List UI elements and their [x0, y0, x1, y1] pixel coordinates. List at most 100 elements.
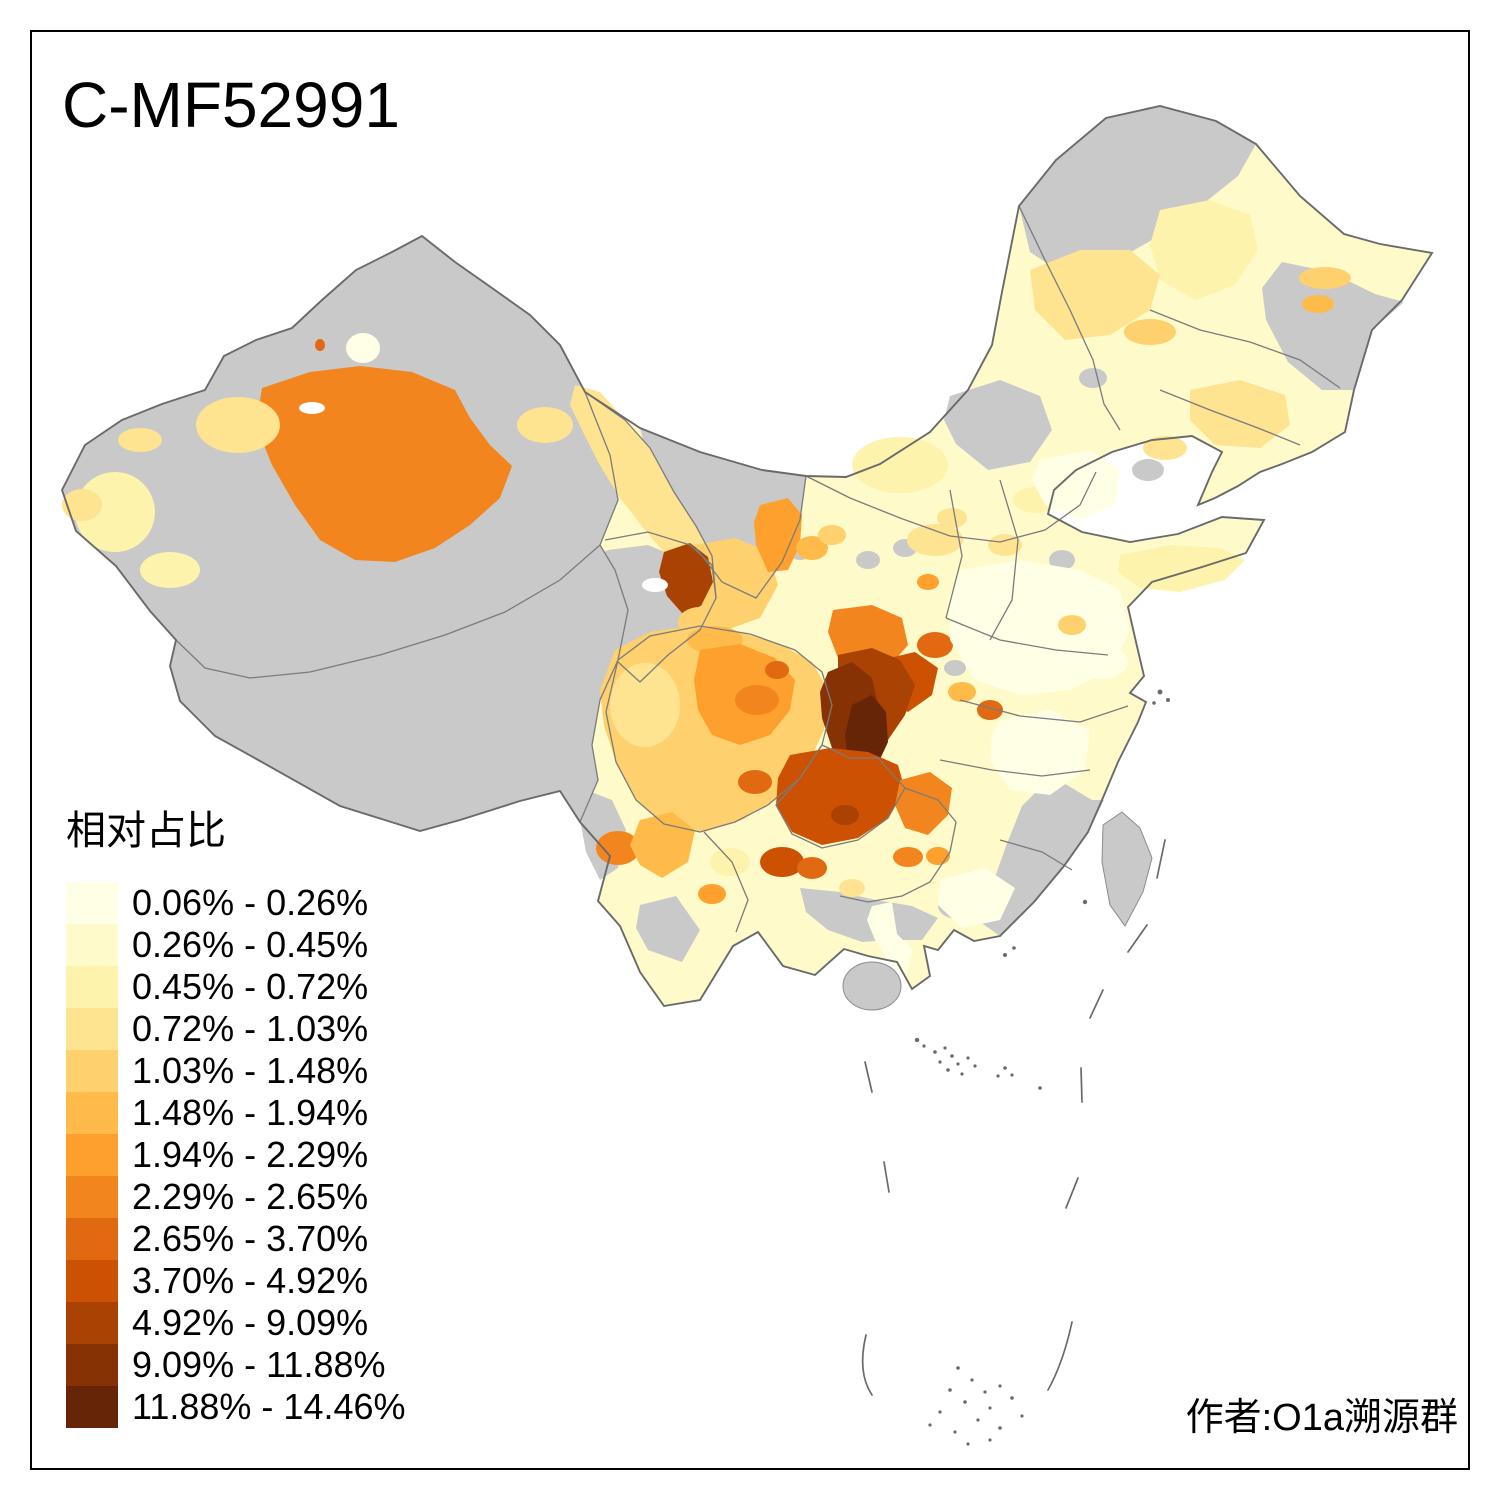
- legend-item: 0.26% - 0.45%: [66, 924, 406, 966]
- region-leizhou-cream: [867, 902, 913, 978]
- region-xinjiang-dot: [315, 339, 325, 351]
- gray-patch: [1079, 368, 1107, 388]
- region-sichuan-spot: [765, 661, 789, 679]
- gray-region-south-yunnan: [636, 896, 700, 962]
- gray-patch: [1049, 550, 1075, 570]
- region-guangxi-w: [839, 879, 865, 897]
- gray-patch: [1163, 184, 1181, 196]
- legend-swatch: [66, 1218, 118, 1260]
- legend-item: 3.70% - 4.92%: [66, 1260, 406, 1302]
- region-hami: [517, 407, 573, 443]
- region-yunnan-se: [698, 884, 726, 904]
- legend-item: 9.09% - 11.88%: [66, 1344, 406, 1386]
- legend-swatch: [66, 1092, 118, 1134]
- gray-region-tibet: [170, 545, 628, 831]
- region-zunyi-guiyang: [776, 748, 905, 845]
- legend-label: 0.26% - 0.45%: [132, 924, 369, 965]
- legend-label: 9.09% - 11.88%: [132, 1344, 386, 1385]
- legend-swatch: [66, 1134, 118, 1176]
- region-yunnan-mid: [630, 812, 695, 878]
- legend-label: 1.94% - 2.29%: [132, 1134, 369, 1175]
- region-ordos: [907, 524, 963, 556]
- gray-region-north-inner-mongolia: [1019, 106, 1256, 272]
- legend-label: 2.29% - 2.65%: [132, 1176, 369, 1217]
- gray-region-hainan: [842, 961, 902, 1011]
- bosten-lake: [299, 402, 325, 414]
- choropleth-patches: [62, 200, 1351, 978]
- region-garze: [610, 663, 680, 747]
- legend-label: 0.06% - 0.26%: [132, 882, 369, 923]
- legend-label: 1.48% - 1.94%: [132, 1092, 369, 1133]
- region-ncp-cream: [1032, 450, 1120, 520]
- legend-item: 0.45% - 0.72%: [66, 966, 406, 1008]
- region-nmg-mid: [852, 437, 948, 493]
- gray-patch: [1132, 459, 1164, 481]
- region-hubei-mid: [948, 682, 976, 702]
- region-heilongjiang-w: [1030, 250, 1160, 340]
- legend-item: 4.92% - 9.09%: [66, 1302, 406, 1344]
- region-guizhou-se: [831, 805, 859, 825]
- gray-region-fujian: [980, 782, 1104, 936]
- region-hunan-s: [926, 847, 950, 865]
- legend-item: 11.88% - 14.46%: [66, 1386, 406, 1428]
- region-aksu: [196, 397, 280, 453]
- gray-patch: [856, 551, 880, 569]
- province-borders: [175, 205, 1341, 933]
- panel-border: [30, 30, 1470, 1470]
- legend-title: 相对占比: [66, 809, 226, 853]
- region-sw-guizhou: [760, 847, 804, 877]
- region-luzhou: [738, 770, 772, 794]
- region-ningxia: [754, 498, 802, 572]
- legend-label: 2.65% - 3.70%: [132, 1218, 369, 1259]
- legend-swatch: [66, 966, 118, 1008]
- region-chengdu: [735, 685, 779, 715]
- island-dots: [914, 689, 1170, 1446]
- region-ne-orange-spot: [1302, 295, 1334, 313]
- region-ili: [118, 428, 162, 452]
- legend-swatch: [66, 1386, 118, 1428]
- legend-swatch: [66, 1344, 118, 1386]
- region-north-jiangsu: [1058, 615, 1086, 635]
- gray-patch: [1001, 869, 1027, 887]
- legend-item: 2.29% - 2.65%: [66, 1176, 406, 1218]
- region-harbin: [1124, 319, 1176, 345]
- region-shanxi-m: [988, 534, 1022, 556]
- region-heilongjiang-pale: [1150, 200, 1258, 300]
- region-shanxi-spot: [917, 574, 939, 590]
- page-title: C-MF52991: [62, 69, 400, 141]
- legend-item: 1.94% - 2.29%: [66, 1134, 406, 1176]
- region-ningxia-east: [796, 536, 828, 560]
- region-hexi-corridor: [570, 385, 712, 580]
- legend-item: 2.65% - 3.70%: [66, 1218, 406, 1260]
- legend-item: 0.72% - 1.03%: [66, 1008, 406, 1050]
- region-shaanbei: [818, 525, 846, 545]
- legend: 相对占比 0.06% - 0.26% 0.26% - 0.45% 0.45% -…: [66, 798, 406, 1428]
- region-enshi: [917, 632, 953, 658]
- legend-swatch: [66, 1050, 118, 1092]
- legend-label: 0.72% - 1.03%: [132, 1008, 369, 1049]
- region-east-gansu: [688, 538, 778, 630]
- region-kizilsu: [62, 489, 102, 521]
- region-shanghai-cream: [1072, 645, 1128, 679]
- gray-region-central-inner-mongolia: [944, 380, 1052, 470]
- legend-item: 1.48% - 1.94%: [66, 1092, 406, 1134]
- region-nw-yunnan: [596, 831, 640, 865]
- legend-item: 1.03% - 1.48%: [66, 1050, 406, 1092]
- attribution: 作者:O1a溯源群: [1185, 1397, 1458, 1439]
- region-kashgar: [75, 472, 155, 552]
- legend-label: 3.70% - 4.92%: [132, 1260, 369, 1301]
- legend-swatch: [66, 882, 118, 924]
- region-bayingolin: [256, 366, 512, 562]
- nine-dash-line: [861, 839, 1166, 1396]
- legend-label: 0.45% - 0.72%: [132, 966, 369, 1007]
- region-west-hunan: [895, 772, 952, 835]
- region-yunnan-n: [642, 758, 678, 782]
- legend-swatch: [66, 924, 118, 966]
- region-huaihua: [893, 847, 923, 867]
- legend-label: 1.03% - 1.48%: [132, 1050, 369, 1091]
- national-border: [60, 105, 1434, 1008]
- legend-swatch: [66, 1260, 118, 1302]
- legend-swatch: [66, 1302, 118, 1344]
